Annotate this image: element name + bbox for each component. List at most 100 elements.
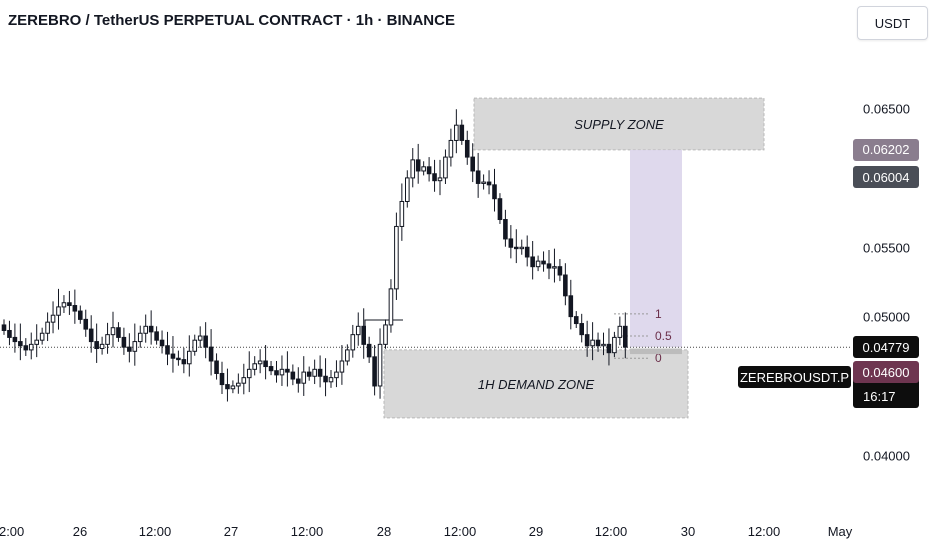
candle-body bbox=[530, 256, 535, 268]
candle-body bbox=[301, 371, 307, 384]
candle-body bbox=[214, 360, 219, 374]
candle-body bbox=[127, 346, 132, 352]
candle-body bbox=[67, 302, 72, 307]
price-tick-label: 0.06500 bbox=[863, 102, 910, 117]
time-tick-label: 12:00 bbox=[139, 524, 172, 539]
candle-body bbox=[361, 325, 366, 345]
candle-body bbox=[159, 339, 165, 347]
candle-body bbox=[448, 139, 454, 158]
candle-body bbox=[34, 339, 40, 345]
candle-body bbox=[61, 302, 67, 308]
time-axis: 12:00 26 12:00 27 12:00 28 12:00 29 12:00 30 12:00… bbox=[0, 524, 853, 539]
candle-body bbox=[508, 238, 514, 248]
price-tick-label: 0.04000 bbox=[863, 448, 910, 463]
candle-body bbox=[12, 336, 18, 343]
candle-body bbox=[557, 266, 563, 276]
candle-body bbox=[470, 156, 475, 172]
candle-body bbox=[203, 335, 208, 348]
candle-body bbox=[372, 356, 377, 387]
candle-body bbox=[459, 124, 465, 141]
candle-body bbox=[519, 246, 525, 250]
candle-body bbox=[339, 360, 345, 373]
candle-body bbox=[110, 327, 116, 336]
candle-body bbox=[1, 324, 7, 331]
candle-body bbox=[197, 335, 203, 341]
candle-body bbox=[546, 263, 552, 269]
candle-body bbox=[39, 332, 45, 341]
candle-body bbox=[377, 343, 383, 387]
candle-body bbox=[230, 385, 236, 390]
candle-body bbox=[154, 331, 159, 341]
supply-mid-price-badge: 0.06004 bbox=[853, 166, 919, 189]
currency-button[interactable]: USDT bbox=[857, 6, 928, 40]
candle-body bbox=[88, 328, 94, 343]
time-tick-label: 29 bbox=[529, 524, 543, 539]
candle-body bbox=[7, 329, 12, 338]
candle-body bbox=[492, 184, 497, 200]
fib-retracement[interactable]: 10.50 bbox=[614, 307, 682, 365]
time-tick-label: 26 bbox=[73, 524, 87, 539]
bar-countdown: 16:17 bbox=[863, 389, 896, 404]
candle-body bbox=[236, 382, 241, 387]
candle-body bbox=[165, 345, 170, 355]
candle-body bbox=[464, 139, 470, 158]
candle-body bbox=[503, 219, 508, 240]
candle-body bbox=[328, 377, 334, 383]
candle-body bbox=[208, 346, 214, 362]
candle-body bbox=[355, 325, 361, 336]
candle-body bbox=[268, 366, 274, 372]
target-projection-box[interactable] bbox=[630, 149, 682, 348]
candle-body bbox=[143, 325, 148, 334]
time-tick-label: 12:00 bbox=[291, 524, 324, 539]
fib-level-label: 0 bbox=[655, 351, 662, 365]
candle-body bbox=[285, 368, 290, 373]
candle-body bbox=[170, 353, 176, 359]
price-tick-label: 0.05000 bbox=[863, 310, 910, 325]
candle-body bbox=[432, 173, 437, 182]
time-tick-label: 12:00 bbox=[0, 524, 24, 539]
time-tick-label: 28 bbox=[377, 524, 391, 539]
candle-body bbox=[443, 156, 448, 179]
last-price-badge: 0.04779 bbox=[853, 336, 919, 359]
candle-body bbox=[323, 375, 328, 383]
candle-body bbox=[181, 359, 187, 365]
candle-body bbox=[552, 266, 557, 269]
chart-title: ZEREBRO / TetherUS PERPETUAL CONTRACT · … bbox=[8, 12, 455, 29]
candle-body bbox=[18, 341, 23, 347]
candle-body bbox=[421, 166, 426, 172]
time-tick-label: 12:00 bbox=[748, 524, 781, 539]
candle-body bbox=[475, 170, 481, 184]
candle-body bbox=[497, 198, 503, 221]
candle-body bbox=[116, 327, 121, 338]
candle-body bbox=[481, 181, 486, 184]
candle-body bbox=[568, 295, 574, 318]
candle-body bbox=[263, 360, 268, 368]
time-tick-label: 27 bbox=[224, 524, 238, 539]
candle-body bbox=[23, 345, 29, 351]
supply-zone[interactable] bbox=[473, 97, 765, 151]
fib-level-label: 0.5 bbox=[655, 329, 672, 343]
candle-body bbox=[225, 384, 230, 390]
fib-level-label: 1 bbox=[655, 307, 662, 321]
candle-body bbox=[99, 343, 105, 350]
candle-body bbox=[541, 260, 546, 265]
demand-zone[interactable] bbox=[383, 349, 689, 419]
candle-body bbox=[56, 306, 61, 316]
candle-body bbox=[612, 336, 617, 354]
candle-body bbox=[121, 336, 127, 348]
supply-zone-label: SUPPLY ZONE bbox=[574, 117, 664, 132]
candle-body bbox=[187, 350, 192, 365]
candle-body bbox=[219, 372, 225, 386]
candle-body bbox=[514, 246, 519, 250]
candle-body bbox=[241, 377, 247, 384]
candle-body bbox=[617, 325, 623, 338]
candle-body bbox=[252, 363, 257, 370]
candle-body bbox=[584, 334, 590, 347]
candle-body bbox=[279, 368, 285, 376]
candle-body bbox=[535, 260, 541, 268]
candle-body bbox=[524, 246, 530, 258]
candle-body bbox=[573, 316, 579, 325]
candle-body bbox=[132, 341, 138, 352]
candle-body bbox=[312, 368, 317, 377]
